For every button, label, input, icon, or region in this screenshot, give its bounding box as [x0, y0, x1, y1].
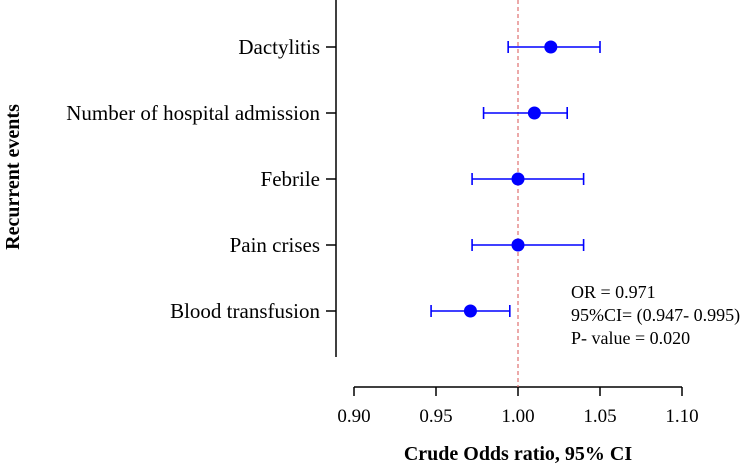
x-tick-label: 1.00 [501, 406, 534, 427]
annotation-or: OR = 0.971 [571, 282, 656, 302]
or-point [544, 40, 558, 54]
or-point [527, 106, 541, 120]
category-label: Pain crises [230, 233, 320, 257]
x-tick-label: 1.05 [583, 406, 616, 427]
x-tick-label: 1.10 [665, 406, 698, 427]
category-label: Dactylitis [238, 35, 320, 59]
annotation-block: OR = 0.971 95%CI= (0.947- 0.995) P- valu… [571, 282, 740, 348]
category-label: Number of hospital admission [66, 101, 320, 125]
category-label: Febrile [261, 167, 320, 191]
x-tick-label: 0.90 [337, 406, 370, 427]
forest-rows: Dactylitis Number of hospital admission Fe… [66, 35, 601, 323]
or-point [511, 238, 525, 252]
or-point [463, 304, 477, 318]
annotation-ci: 95%CI= (0.947- 0.995) [571, 305, 740, 326]
x-axis-title: Crude Odds ratio, 95% CI [404, 443, 633, 465]
x-axis-ticks: 0.90 0.95 1.00 1.05 1.10 [337, 387, 699, 427]
category-label: Blood transfusion [170, 299, 320, 323]
annotation-pvalue: P- value = 0.020 [571, 328, 690, 348]
x-tick-label: 0.95 [419, 406, 452, 427]
or-point [511, 172, 525, 186]
y-axis-title: Recurrent events [2, 104, 24, 250]
